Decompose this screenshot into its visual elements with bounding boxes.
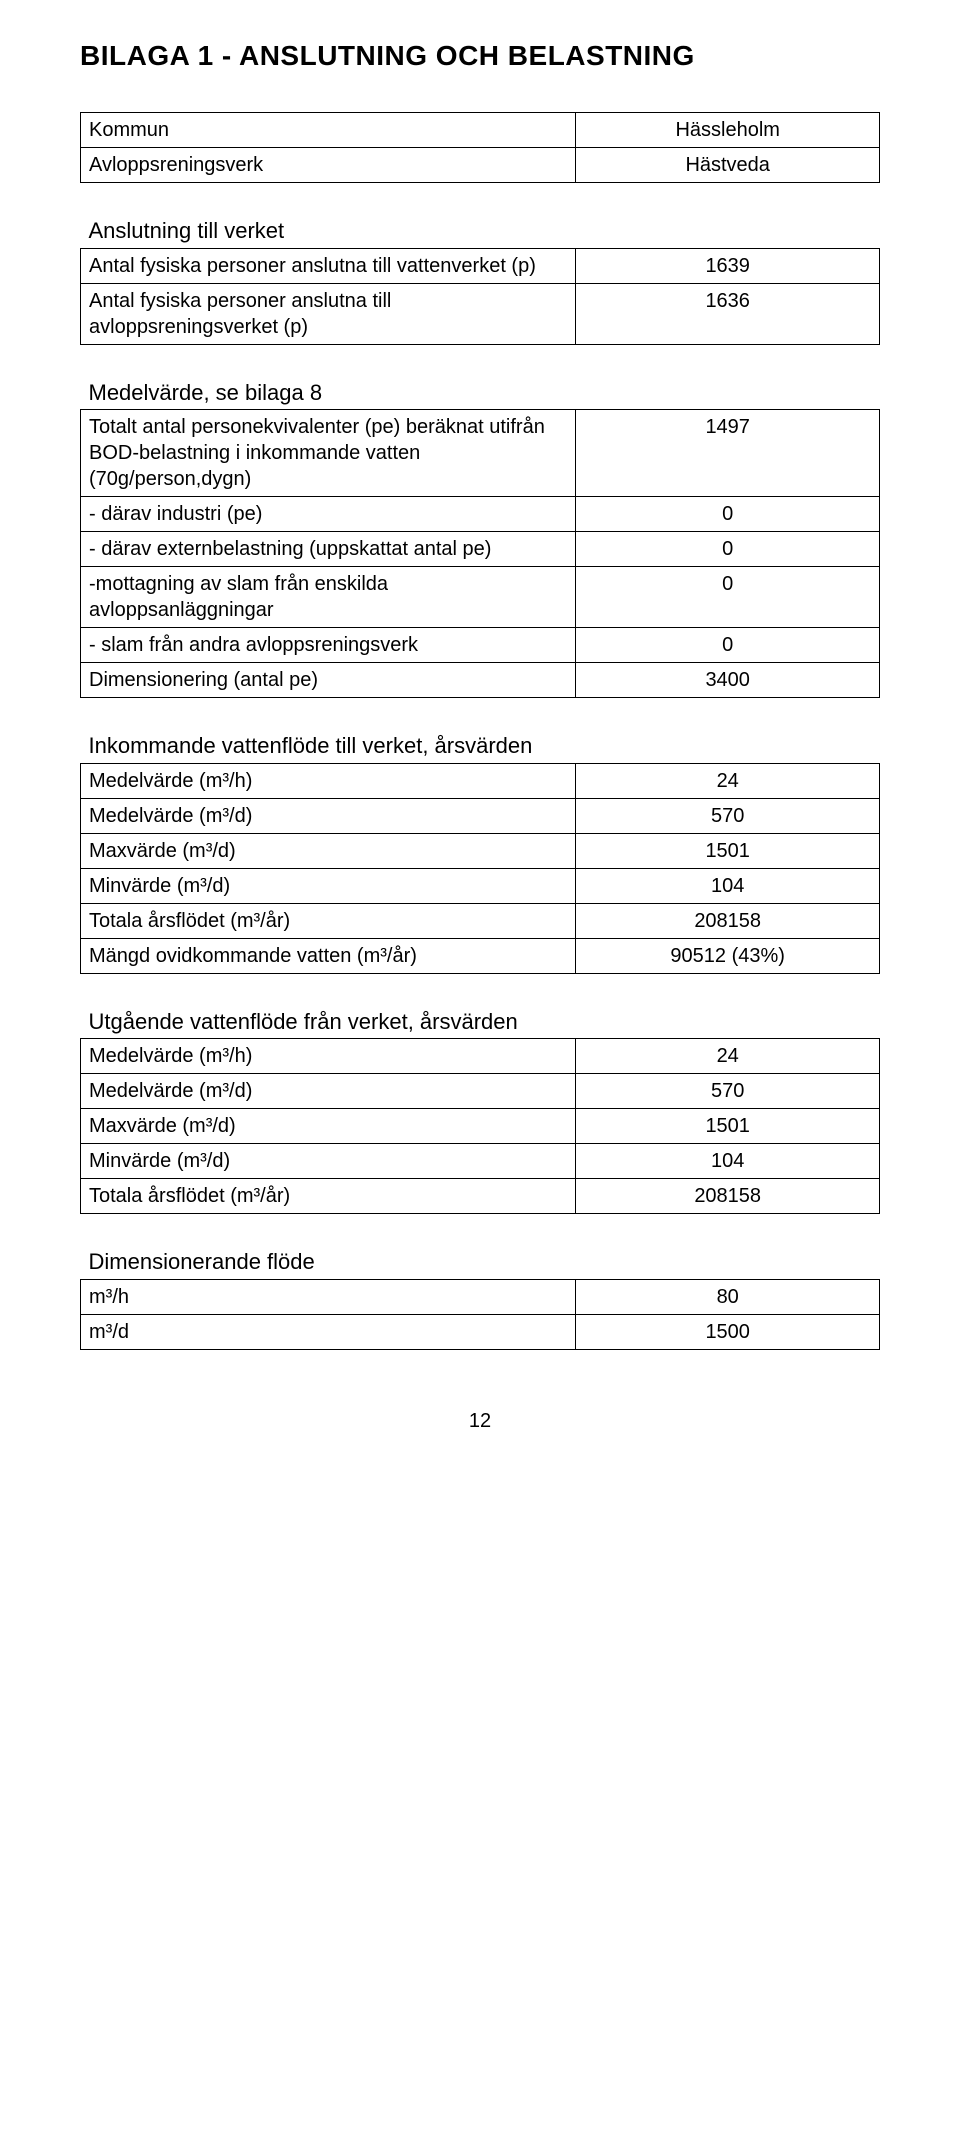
table-row: -mottagning av slam från enskilda avlopp… bbox=[81, 567, 880, 628]
cell-value: 24 bbox=[576, 763, 880, 798]
cell-label: Medelvärde (m³/d) bbox=[81, 798, 576, 833]
cell-label: - slam från andra avloppsreningsverk bbox=[81, 628, 576, 663]
table-anslutning: Anslutning till verket Antal fysiska per… bbox=[80, 213, 880, 345]
section-head: Dimensionerande flöde bbox=[81, 1244, 880, 1279]
page-title: BILAGA 1 - ANSLUTNING OCH BELASTNING bbox=[80, 40, 880, 72]
cell-label: Medelvärde (m³/d) bbox=[81, 1074, 576, 1109]
cell-value: 80 bbox=[576, 1279, 880, 1314]
cell-value: Hässleholm bbox=[576, 113, 880, 148]
cell-label: Minvärde (m³/d) bbox=[81, 868, 576, 903]
cell-label: Maxvärde (m³/d) bbox=[81, 1109, 576, 1144]
table-row: - därav externbelastning (uppskattat ant… bbox=[81, 532, 880, 567]
cell-value: 1639 bbox=[576, 248, 880, 283]
table-row: Medelvärde (m³/h) 24 bbox=[81, 1039, 880, 1074]
cell-label: Kommun bbox=[81, 113, 576, 148]
cell-label: m³/d bbox=[81, 1314, 576, 1349]
table-row: Dimensionering (antal pe) 3400 bbox=[81, 663, 880, 698]
cell-value: 1500 bbox=[576, 1314, 880, 1349]
cell-value: 1501 bbox=[576, 833, 880, 868]
cell-value: 208158 bbox=[576, 1179, 880, 1214]
table-row: Totala årsflödet (m³/år) 208158 bbox=[81, 903, 880, 938]
section-head: Inkommande vattenflöde till verket, årsv… bbox=[81, 728, 880, 763]
table-kommun: Kommun Hässleholm Avloppsreningsverk Häs… bbox=[80, 112, 880, 183]
table-row: Totala årsflödet (m³/år) 208158 bbox=[81, 1179, 880, 1214]
cell-value: 0 bbox=[576, 497, 880, 532]
table-row: Medelvärde (m³/d) 570 bbox=[81, 1074, 880, 1109]
section-head: Utgående vattenflöde från verket, årsvär… bbox=[81, 1004, 880, 1039]
cell-value: 104 bbox=[576, 1144, 880, 1179]
table-dimensionerande: Dimensionerande flöde m³/h 80 m³/d 1500 bbox=[80, 1244, 880, 1350]
section-head-row: Utgående vattenflöde från verket, årsvär… bbox=[81, 1004, 880, 1039]
cell-label: Totala årsflödet (m³/år) bbox=[81, 903, 576, 938]
table-row: Antal fysiska personer anslutna till avl… bbox=[81, 283, 880, 344]
table-utgaende: Utgående vattenflöde från verket, årsvär… bbox=[80, 1004, 880, 1215]
cell-label: - därav externbelastning (uppskattat ant… bbox=[81, 532, 576, 567]
section-head-row: Medelvärde, se bilaga 8 bbox=[81, 375, 880, 410]
cell-value: 570 bbox=[576, 1074, 880, 1109]
table-row: Maxvärde (m³/d) 1501 bbox=[81, 1109, 880, 1144]
cell-label: Antal fysiska personer anslutna till vat… bbox=[81, 248, 576, 283]
section-head-row: Anslutning till verket bbox=[81, 213, 880, 248]
cell-label: -mottagning av slam från enskilda avlopp… bbox=[81, 567, 576, 628]
table-row: Minvärde (m³/d) 104 bbox=[81, 868, 880, 903]
table-row: Totalt antal personekvivalenter (pe) ber… bbox=[81, 410, 880, 497]
table-medelvarde: Medelvärde, se bilaga 8 Totalt antal per… bbox=[80, 375, 880, 699]
table-row: Antal fysiska personer anslutna till vat… bbox=[81, 248, 880, 283]
table-row: Minvärde (m³/d) 104 bbox=[81, 1144, 880, 1179]
table-row: Mängd ovidkommande vatten (m³/år) 90512 … bbox=[81, 938, 880, 973]
cell-label: Medelvärde (m³/h) bbox=[81, 1039, 576, 1074]
cell-label: Totala årsflödet (m³/år) bbox=[81, 1179, 576, 1214]
cell-value: 1636 bbox=[576, 283, 880, 344]
cell-value: 0 bbox=[576, 628, 880, 663]
cell-label: Maxvärde (m³/d) bbox=[81, 833, 576, 868]
section-head-row: Dimensionerande flöde bbox=[81, 1244, 880, 1279]
table-row: Avloppsreningsverk Hästveda bbox=[81, 148, 880, 183]
cell-value: 208158 bbox=[576, 903, 880, 938]
cell-value: 3400 bbox=[576, 663, 880, 698]
cell-label: m³/h bbox=[81, 1279, 576, 1314]
cell-label: Medelvärde (m³/h) bbox=[81, 763, 576, 798]
section-head-row: Inkommande vattenflöde till verket, årsv… bbox=[81, 728, 880, 763]
table-row: m³/h 80 bbox=[81, 1279, 880, 1314]
cell-label: Dimensionering (antal pe) bbox=[81, 663, 576, 698]
cell-value: 90512 (43%) bbox=[576, 938, 880, 973]
table-row: - slam från andra avloppsreningsverk 0 bbox=[81, 628, 880, 663]
cell-value: 0 bbox=[576, 532, 880, 567]
section-head: Anslutning till verket bbox=[81, 213, 880, 248]
cell-value: 0 bbox=[576, 567, 880, 628]
cell-label: - därav industri (pe) bbox=[81, 497, 576, 532]
cell-value: 1501 bbox=[576, 1109, 880, 1144]
cell-value: 570 bbox=[576, 798, 880, 833]
cell-label: Totalt antal personekvivalenter (pe) ber… bbox=[81, 410, 576, 497]
cell-label: Minvärde (m³/d) bbox=[81, 1144, 576, 1179]
table-row: Medelvärde (m³/h) 24 bbox=[81, 763, 880, 798]
table-row: Maxvärde (m³/d) 1501 bbox=[81, 833, 880, 868]
cell-label: Mängd ovidkommande vatten (m³/år) bbox=[81, 938, 576, 973]
page-number: 12 bbox=[80, 1410, 880, 1433]
table-row: - därav industri (pe) 0 bbox=[81, 497, 880, 532]
cell-value: 1497 bbox=[576, 410, 880, 497]
table-inkommande: Inkommande vattenflöde till verket, årsv… bbox=[80, 728, 880, 974]
table-row: Kommun Hässleholm bbox=[81, 113, 880, 148]
cell-value: 24 bbox=[576, 1039, 880, 1074]
table-row: Medelvärde (m³/d) 570 bbox=[81, 798, 880, 833]
cell-label: Avloppsreningsverk bbox=[81, 148, 576, 183]
cell-value: Hästveda bbox=[576, 148, 880, 183]
cell-label: Antal fysiska personer anslutna till avl… bbox=[81, 283, 576, 344]
section-head: Medelvärde, se bilaga 8 bbox=[81, 375, 880, 410]
cell-value: 104 bbox=[576, 868, 880, 903]
table-row: m³/d 1500 bbox=[81, 1314, 880, 1349]
